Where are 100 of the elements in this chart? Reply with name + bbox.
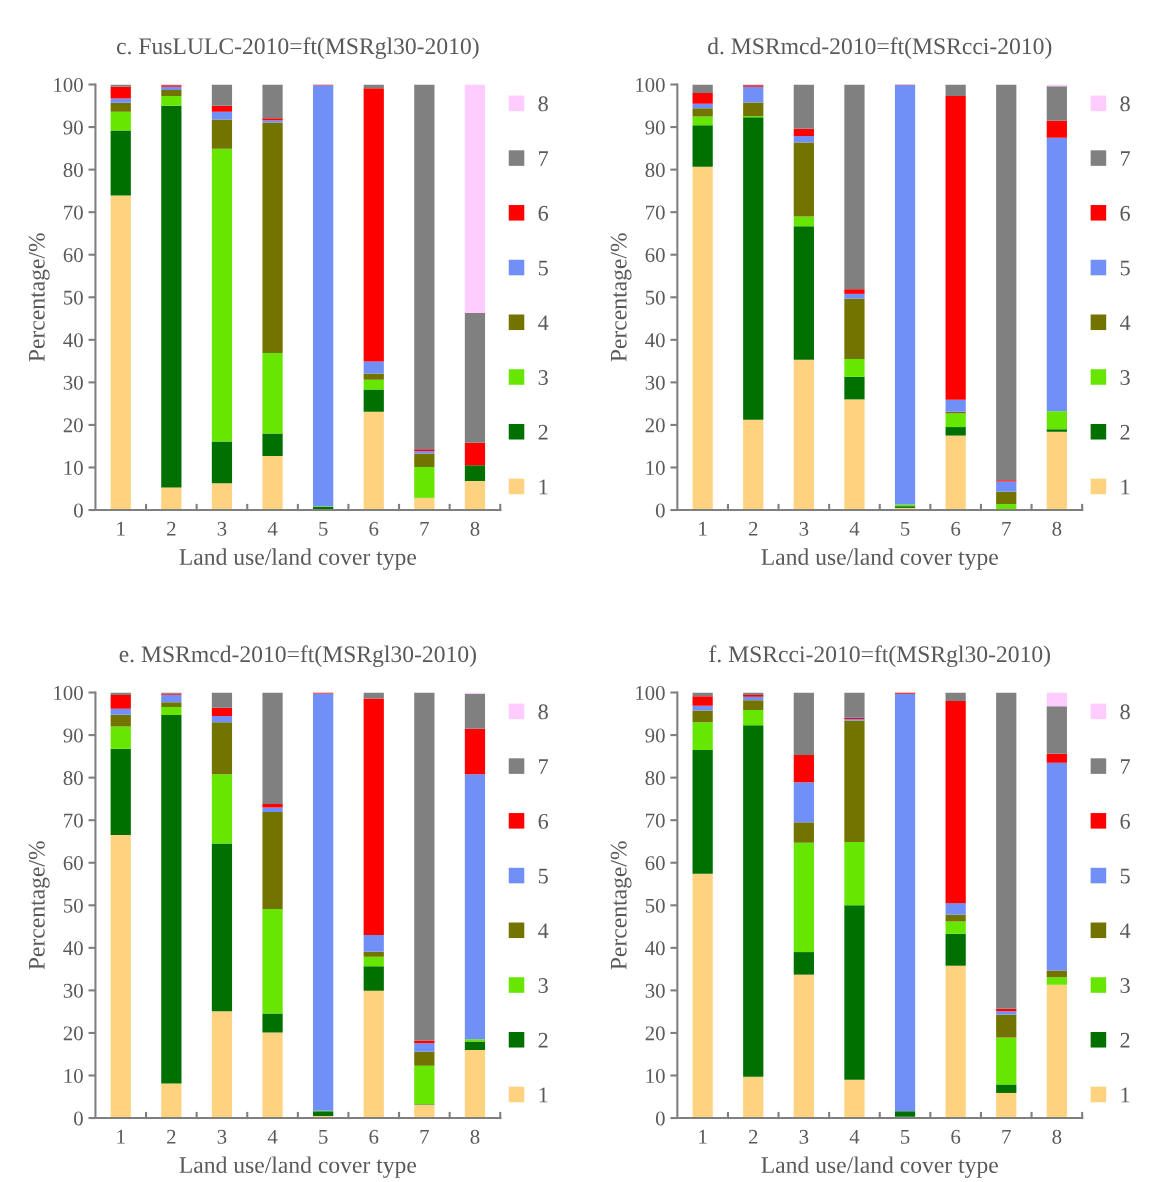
x-tick-label: 6 bbox=[951, 521, 961, 536]
y-tick-label: 70 bbox=[646, 205, 665, 220]
y-tick-label: 80 bbox=[63, 771, 83, 786]
x-tick-label: 6 bbox=[951, 1129, 961, 1144]
y-tick-label: 0 bbox=[655, 503, 665, 518]
x-tick-label: 5 bbox=[901, 1129, 910, 1144]
y-tick-label: 40 bbox=[63, 333, 83, 348]
x-tick-label: 7 bbox=[1002, 521, 1011, 536]
legend-label: 7 bbox=[539, 759, 549, 774]
y-tick-label: 60 bbox=[645, 856, 665, 871]
y-tick-label: 10 bbox=[646, 460, 665, 475]
y-tick-label: 100 bbox=[636, 77, 665, 92]
x-tick-label: 8 bbox=[470, 1129, 480, 1144]
y-tick-label: 20 bbox=[63, 418, 83, 433]
y-tick-label: 80 bbox=[645, 771, 665, 786]
chart-title: f. MSRcci-2010=ft(MSRgl30-2010) bbox=[709, 645, 1050, 668]
y-tick-label: 90 bbox=[645, 728, 665, 743]
x-tick-label: 1 bbox=[117, 521, 125, 536]
x-tick-label: 1 bbox=[699, 1129, 707, 1144]
text: 8 bbox=[1120, 704, 1130, 720]
legend-label: 5 bbox=[1120, 868, 1130, 884]
y-tick-label: 50 bbox=[645, 898, 665, 913]
y-tick-label: 60 bbox=[63, 856, 83, 871]
chart-title: e. MSRmcd-2010=ft(MSRgl30-2010) bbox=[119, 645, 476, 668]
x-tick-label: 5 bbox=[319, 521, 328, 536]
y-tick-label: 0 bbox=[655, 1111, 665, 1126]
chart-title: c. FusLULC-2010=ft(MSRgl30-2010) bbox=[116, 37, 479, 60]
x-tick-label: 2 bbox=[167, 521, 176, 536]
y-tick-label: 30 bbox=[645, 983, 665, 998]
y-tick-label: 70 bbox=[64, 813, 83, 828]
y-axis-title: Percentage/% bbox=[28, 233, 50, 362]
y-tick-label: 60 bbox=[645, 248, 665, 263]
legend-label: 1 bbox=[1121, 1087, 1130, 1103]
y-tick-label: 60 bbox=[63, 248, 83, 263]
legend-label: 7 bbox=[1121, 759, 1130, 774]
legend-label: 7 bbox=[1121, 151, 1130, 166]
x-tick-label: 8 bbox=[470, 521, 480, 536]
y-tick-label: 70 bbox=[646, 813, 665, 828]
y-tick-label: 10 bbox=[64, 460, 83, 475]
legend-label: 2 bbox=[1120, 1032, 1130, 1048]
y-tick-label: 100 bbox=[54, 77, 83, 92]
x-tick-label: 8 bbox=[1052, 521, 1062, 536]
legend-label: 6 bbox=[538, 205, 549, 221]
legend-label: 1 bbox=[539, 479, 548, 495]
y-tick-label: 40 bbox=[63, 941, 83, 956]
legend-label: 7 bbox=[539, 151, 549, 166]
legend-label: 6 bbox=[538, 813, 549, 829]
x-tick-label: 7 bbox=[1002, 1129, 1011, 1144]
y-tick-label: 20 bbox=[645, 418, 665, 433]
x-axis-title: Land use/land cover type bbox=[761, 548, 998, 570]
x-tick-label: 7 bbox=[420, 521, 429, 536]
y-tick-label: 80 bbox=[63, 162, 83, 178]
legend-label: 8 bbox=[538, 96, 548, 112]
y-tick-label: 0 bbox=[74, 1111, 83, 1126]
legend-label: 3 bbox=[538, 370, 548, 385]
x-tick-label: 8 bbox=[1052, 1129, 1062, 1144]
x-tick-label: 3 bbox=[217, 1129, 227, 1144]
legend-label: 2 bbox=[538, 1032, 548, 1048]
y-tick-label: 30 bbox=[645, 375, 665, 390]
legend-label: 5 bbox=[538, 260, 548, 276]
y-tick-label: 40 bbox=[645, 941, 665, 956]
legend-label: 2 bbox=[1120, 424, 1130, 440]
x-tick-label: 3 bbox=[799, 1129, 809, 1144]
legend-label: 3 bbox=[1120, 978, 1130, 994]
legend-label: 6 bbox=[1120, 205, 1130, 221]
legend-label: 2 bbox=[538, 424, 548, 440]
y-axis-title: Percentage/% bbox=[610, 841, 632, 970]
x-tick-label: 3 bbox=[217, 521, 227, 536]
legend-label: 4 bbox=[1119, 923, 1131, 939]
x-tick-label: 4 bbox=[849, 521, 860, 536]
x-tick-label: 6 bbox=[369, 521, 379, 536]
y-tick-label: 50 bbox=[64, 898, 83, 913]
y-tick-label: 50 bbox=[64, 290, 83, 305]
legend-label: 8 bbox=[1120, 96, 1130, 112]
legend-label: 5 bbox=[1120, 260, 1130, 276]
y-tick-label: 100 bbox=[636, 685, 665, 700]
y-tick-label: 30 bbox=[63, 375, 83, 390]
x-tick-label: 3 bbox=[799, 521, 809, 536]
x-tick-label: 1 bbox=[117, 1129, 125, 1144]
y-tick-label: 100 bbox=[54, 685, 83, 700]
y-tick-label: 90 bbox=[63, 728, 83, 743]
legend-label: 1 bbox=[539, 1087, 548, 1103]
y-tick-label: 0 bbox=[74, 503, 83, 518]
legend-label: 4 bbox=[1119, 315, 1131, 331]
x-tick-label: 2 bbox=[748, 521, 758, 536]
legend-label: 3 bbox=[1120, 370, 1130, 385]
x-axis-title: Land use/land cover type bbox=[761, 1156, 998, 1178]
legend-label: 4 bbox=[538, 315, 549, 331]
x-tick-label: 4 bbox=[267, 1129, 278, 1144]
y-tick-label: 20 bbox=[63, 1026, 83, 1041]
x-axis-title: Land use/land cover type bbox=[179, 1156, 417, 1178]
x-tick-label: 6 bbox=[369, 1129, 379, 1144]
x-tick-label: 7 bbox=[420, 1129, 429, 1144]
y-tick-label: 70 bbox=[64, 205, 83, 220]
x-tick-label: 5 bbox=[319, 1129, 328, 1144]
legend-label: 1 bbox=[1121, 479, 1130, 495]
y-tick-label: 40 bbox=[645, 333, 665, 348]
x-axis-title: Land use/land cover type bbox=[179, 548, 417, 570]
y-tick-label: 90 bbox=[645, 120, 665, 135]
y-axis-title: Percentage/% bbox=[28, 841, 50, 970]
